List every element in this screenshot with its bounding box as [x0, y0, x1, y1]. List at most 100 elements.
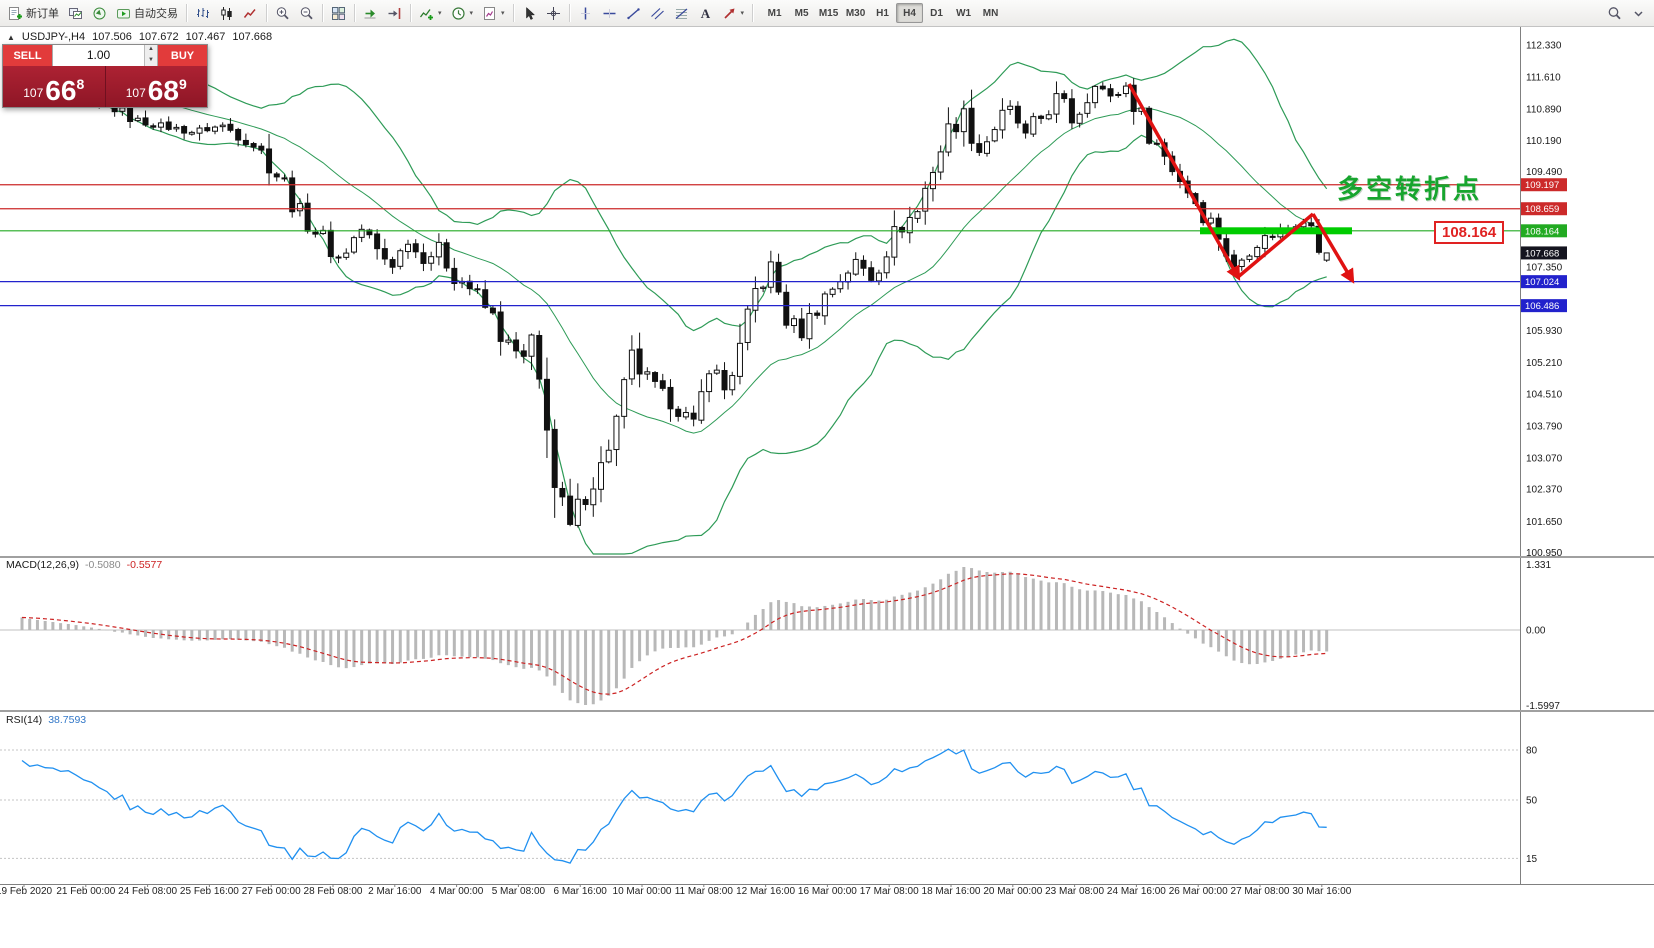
- navigator-icon: [93, 7, 106, 19]
- rsi-panel: [0, 748, 1520, 864]
- arrows-button[interactable]: ▾: [718, 2, 749, 24]
- price-tick-label: 110.890: [1526, 105, 1562, 116]
- macd-axis-label: -1.5997: [1526, 701, 1560, 712]
- more-button[interactable]: [1627, 2, 1650, 24]
- hline-button[interactable]: [598, 2, 621, 24]
- toolbar-separator: [568, 4, 570, 22]
- time-axis[interactable]: 19 Feb 2020 21 Feb 00:00 24 Feb 08:00 25 Fe…: [0, 884, 1654, 897]
- toolbar-separator: [354, 4, 355, 22]
- panel-splitter[interactable]: [0, 710, 1654, 712]
- navigator-button[interactable]: [88, 2, 111, 24]
- price-axis[interactable]: 112.330 111.610 110.890 110.190 109.490 107.3…: [1520, 27, 1568, 884]
- trendline-button[interactable]: [622, 2, 645, 24]
- support-zone-bar[interactable]: [1200, 227, 1352, 235]
- price-tick-label: 111.610: [1526, 73, 1561, 84]
- symbol-marker-icon: ▲: [7, 33, 15, 42]
- bollinger-upper: [21, 38, 1328, 332]
- rsi-line: [21, 748, 1327, 864]
- sell-tab[interactable]: SELL: [3, 45, 52, 66]
- timeframe-m15-button[interactable]: M15: [815, 3, 842, 23]
- tile-windows-button[interactable]: [327, 2, 350, 24]
- vline-button[interactable]: [574, 2, 597, 24]
- line-chart-button[interactable]: [239, 2, 262, 24]
- trend-arrow[interactable]: [1127, 83, 1241, 281]
- time-axis-label: 11 Mar 08:00: [675, 886, 734, 897]
- volume-increase-button[interactable]: ▲: [145, 45, 157, 56]
- arrows-icon: [723, 8, 735, 19]
- timeframe-d1-button[interactable]: D1: [923, 3, 950, 23]
- hline-icon: [603, 8, 616, 18]
- vline-icon: [580, 7, 590, 19]
- price-tick-label: 104.510: [1526, 389, 1563, 400]
- channel-button[interactable]: [646, 2, 669, 24]
- time-axis-label: 23 Mar 08:00: [1045, 886, 1104, 897]
- price-tick-label: 103.790: [1526, 421, 1563, 432]
- timeframe-mn-button[interactable]: MN: [977, 3, 1004, 23]
- chevron-down-icon: ▾: [469, 10, 474, 17]
- chart-title: USDJPY-,H4: [21, 31, 86, 43]
- indicators-button[interactable]: ▾: [415, 2, 446, 24]
- bollinger-bands: [21, 38, 1328, 555]
- rsi-level-label: 80: [1526, 745, 1538, 756]
- volume-input[interactable]: 1.00: [86, 48, 111, 62]
- trend-arrow[interactable]: [1311, 213, 1355, 284]
- rsi-title: RSI(14): [6, 714, 43, 726]
- buy-button[interactable]: 107 68 9: [105, 66, 207, 107]
- search-icon: [1608, 6, 1621, 19]
- rsi-level-label: 15: [1526, 854, 1538, 865]
- new-order-button[interactable]: 新订单: [4, 2, 63, 24]
- chart-shift-button[interactable]: [383, 2, 406, 24]
- zoom-out-button[interactable]: [295, 2, 318, 24]
- autotrading-button[interactable]: 自动交易: [112, 2, 182, 24]
- time-axis-label: 2 Mar 16:00: [368, 886, 422, 897]
- cursor-button[interactable]: [518, 2, 541, 24]
- volume-control: 1.00 ▲ ▼: [52, 45, 158, 66]
- template-button[interactable]: ▾: [478, 2, 509, 24]
- fibonacci-button[interactable]: [670, 2, 693, 24]
- timeframe-m5-button[interactable]: M5: [788, 3, 815, 23]
- timeframe-m30-button[interactable]: M30: [842, 3, 869, 23]
- rsi-value: 38.7593: [48, 714, 87, 726]
- time-axis-label: 10 Mar 00:00: [613, 886, 672, 897]
- drawn-annotations[interactable]: [1127, 83, 1355, 284]
- toolbar-separator: [410, 4, 411, 22]
- sell-price-point: 8: [76, 76, 85, 92]
- time-axis-label: 5 Mar 08:00: [492, 886, 546, 897]
- timeframe-w1-button[interactable]: W1: [950, 3, 977, 23]
- toolbar-separator: [512, 4, 514, 22]
- chevron-down-icon: ▾: [438, 10, 442, 17]
- timeframe-m1-button[interactable]: M1: [761, 3, 788, 23]
- volume-decrease-button[interactable]: ▼: [145, 55, 157, 66]
- chart-shift-icon: [388, 7, 401, 19]
- support-price-label[interactable]: 108.164: [1434, 221, 1505, 244]
- toolbar-separator: [322, 4, 323, 22]
- charts-window-button[interactable]: [64, 2, 87, 24]
- toolbar-button-label: 新订单: [26, 8, 59, 20]
- periods-button[interactable]: ▾: [447, 2, 478, 24]
- timeframe-h4-button[interactable]: H4: [896, 3, 924, 23]
- chart-canvas[interactable]: 112.330 111.610 110.890 110.190 109.490 107.3…: [0, 27, 1654, 898]
- bar-chart-button[interactable]: [191, 2, 214, 24]
- price-level-badge: 109.197: [1525, 180, 1559, 191]
- zoom-in-button[interactable]: [271, 2, 294, 24]
- buy-tab[interactable]: BUY: [158, 45, 207, 66]
- rsi-level-label: 50: [1526, 796, 1538, 807]
- price-tick-label: 100.950: [1526, 548, 1563, 559]
- time-axis-label: 27 Feb 00:00: [242, 886, 301, 897]
- time-axis-label: 20 Mar 00:00: [983, 886, 1042, 897]
- text-button[interactable]: A: [694, 2, 717, 24]
- panel-splitter[interactable]: [0, 556, 1654, 558]
- search-button[interactable]: [1603, 2, 1626, 24]
- fibonacci-icon: [675, 8, 687, 19]
- chart-workspace[interactable]: 112.330 111.610 110.890 110.190 109.490 107.3…: [0, 27, 1654, 948]
- sell-button[interactable]: 107 66 8: [3, 66, 106, 107]
- chevron-down-icon: ▾: [501, 10, 505, 17]
- crosshair-button[interactable]: [542, 2, 565, 24]
- auto-scroll-button[interactable]: [359, 2, 382, 24]
- timeframe-h1-button[interactable]: H1: [869, 3, 896, 23]
- line-chart-icon: [243, 8, 256, 18]
- trend-arrow[interactable]: [1236, 212, 1315, 279]
- candlestick-button[interactable]: [215, 2, 238, 24]
- template-icon: [484, 6, 496, 20]
- turning-point-annotation[interactable]: 多空转折点: [1337, 174, 1483, 204]
